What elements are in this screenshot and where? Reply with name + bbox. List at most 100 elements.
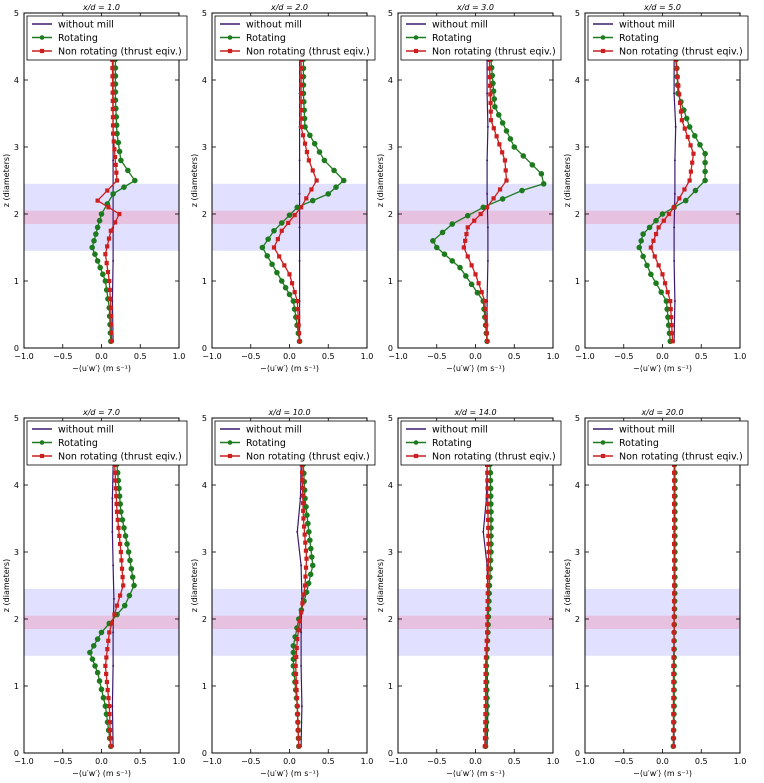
data-point xyxy=(300,470,305,475)
data-point xyxy=(110,123,116,128)
data-point xyxy=(110,98,115,103)
data-point xyxy=(125,167,131,174)
data-point xyxy=(686,124,693,130)
legend-label: without mill xyxy=(619,20,675,31)
data-point xyxy=(300,564,303,567)
data-point xyxy=(672,533,677,539)
data-point xyxy=(105,188,110,193)
data-point xyxy=(504,178,509,183)
data-point xyxy=(103,663,108,668)
data-point xyxy=(107,704,112,709)
data-point xyxy=(484,323,489,328)
data-point xyxy=(492,104,498,110)
data-point xyxy=(485,606,490,612)
data-point xyxy=(483,695,488,701)
data-point xyxy=(298,226,301,229)
data-point xyxy=(296,736,301,741)
x-tick-label: 0.0 xyxy=(656,757,669,766)
data-point xyxy=(485,575,491,580)
data-point xyxy=(290,643,297,649)
data-point xyxy=(488,83,493,88)
y-tick-label: 3 xyxy=(14,143,19,152)
data-point xyxy=(484,331,489,336)
data-point xyxy=(702,177,708,184)
data-point xyxy=(433,244,440,251)
legend-marker xyxy=(413,35,419,40)
data-point xyxy=(485,478,490,483)
data-point xyxy=(296,744,301,749)
legend-marker xyxy=(600,35,606,40)
y-tick-label: 0 xyxy=(388,344,393,353)
data-point xyxy=(672,549,677,555)
data-point xyxy=(300,501,306,506)
data-point xyxy=(294,687,299,693)
data-point xyxy=(494,134,499,139)
y-tick-label: 2 xyxy=(14,210,19,219)
subplot: −1.0 −0.5 0.0 0.5 1.0 0 1 2 3 4 5 −⟨u′w′⟩ (m s⁻¹) z … xyxy=(376,3,562,373)
data-point xyxy=(126,592,133,599)
data-point xyxy=(102,703,109,709)
data-point xyxy=(672,566,677,571)
y-tick-label: 4 xyxy=(14,481,19,490)
hub-band xyxy=(24,210,179,225)
data-point xyxy=(116,525,121,530)
data-point xyxy=(292,213,297,218)
data-point xyxy=(112,154,118,160)
data-point xyxy=(486,564,489,567)
data-point xyxy=(304,196,309,201)
data-point xyxy=(111,139,116,144)
data-point xyxy=(295,307,300,312)
data-point xyxy=(269,261,275,268)
data-point xyxy=(131,582,137,589)
data-point xyxy=(293,671,299,677)
data-point xyxy=(677,196,682,201)
data-point xyxy=(127,557,133,564)
data-point xyxy=(666,211,672,217)
subplot: −1.0 −0.5 0.0 0.5 1.0 0 1 2 3 4 5 −⟨u′w′⟩ (m s⁻¹) z … xyxy=(563,408,749,778)
legend-marker xyxy=(413,440,419,445)
data-point xyxy=(110,90,115,95)
data-point xyxy=(271,227,277,234)
legend-label: without mill xyxy=(619,425,675,436)
data-point xyxy=(672,541,677,547)
data-point xyxy=(94,258,101,264)
data-point xyxy=(340,177,347,184)
data-point xyxy=(672,614,677,619)
y-axis-label: z (diameters) xyxy=(563,154,572,207)
data-point xyxy=(672,205,677,210)
data-point xyxy=(299,99,304,104)
legend-label: without mill xyxy=(58,20,114,31)
data-point xyxy=(107,630,112,635)
plot-area xyxy=(24,418,179,753)
legend-marker xyxy=(39,35,45,40)
data-point xyxy=(682,187,687,192)
data-point xyxy=(463,238,468,243)
legend-box xyxy=(26,420,188,466)
data-point xyxy=(104,679,110,685)
data-point xyxy=(662,281,668,286)
y-tick-label: 3 xyxy=(202,143,207,152)
x-tick-label: −1.0 xyxy=(14,352,33,361)
data-point xyxy=(671,663,676,668)
y-tick-label: 2 xyxy=(202,615,207,624)
data-point xyxy=(275,237,280,242)
data-point xyxy=(301,592,306,597)
data-point xyxy=(302,124,308,130)
x-tick-label: 1.0 xyxy=(547,757,560,766)
data-point xyxy=(107,278,112,284)
x-tick-label: 0.0 xyxy=(95,757,108,766)
data-point xyxy=(672,583,677,588)
data-point xyxy=(121,602,128,609)
data-point xyxy=(121,184,127,190)
data-point xyxy=(491,126,496,131)
data-point xyxy=(672,591,677,596)
x-tick-label: −0.5 xyxy=(614,757,633,766)
data-point xyxy=(485,622,490,627)
data-point xyxy=(688,143,693,148)
data-point xyxy=(108,228,113,233)
y-tick-label: 2 xyxy=(575,615,580,624)
data-point xyxy=(671,687,676,693)
data-point xyxy=(111,497,114,500)
data-point xyxy=(294,654,299,660)
data-point xyxy=(112,259,115,262)
